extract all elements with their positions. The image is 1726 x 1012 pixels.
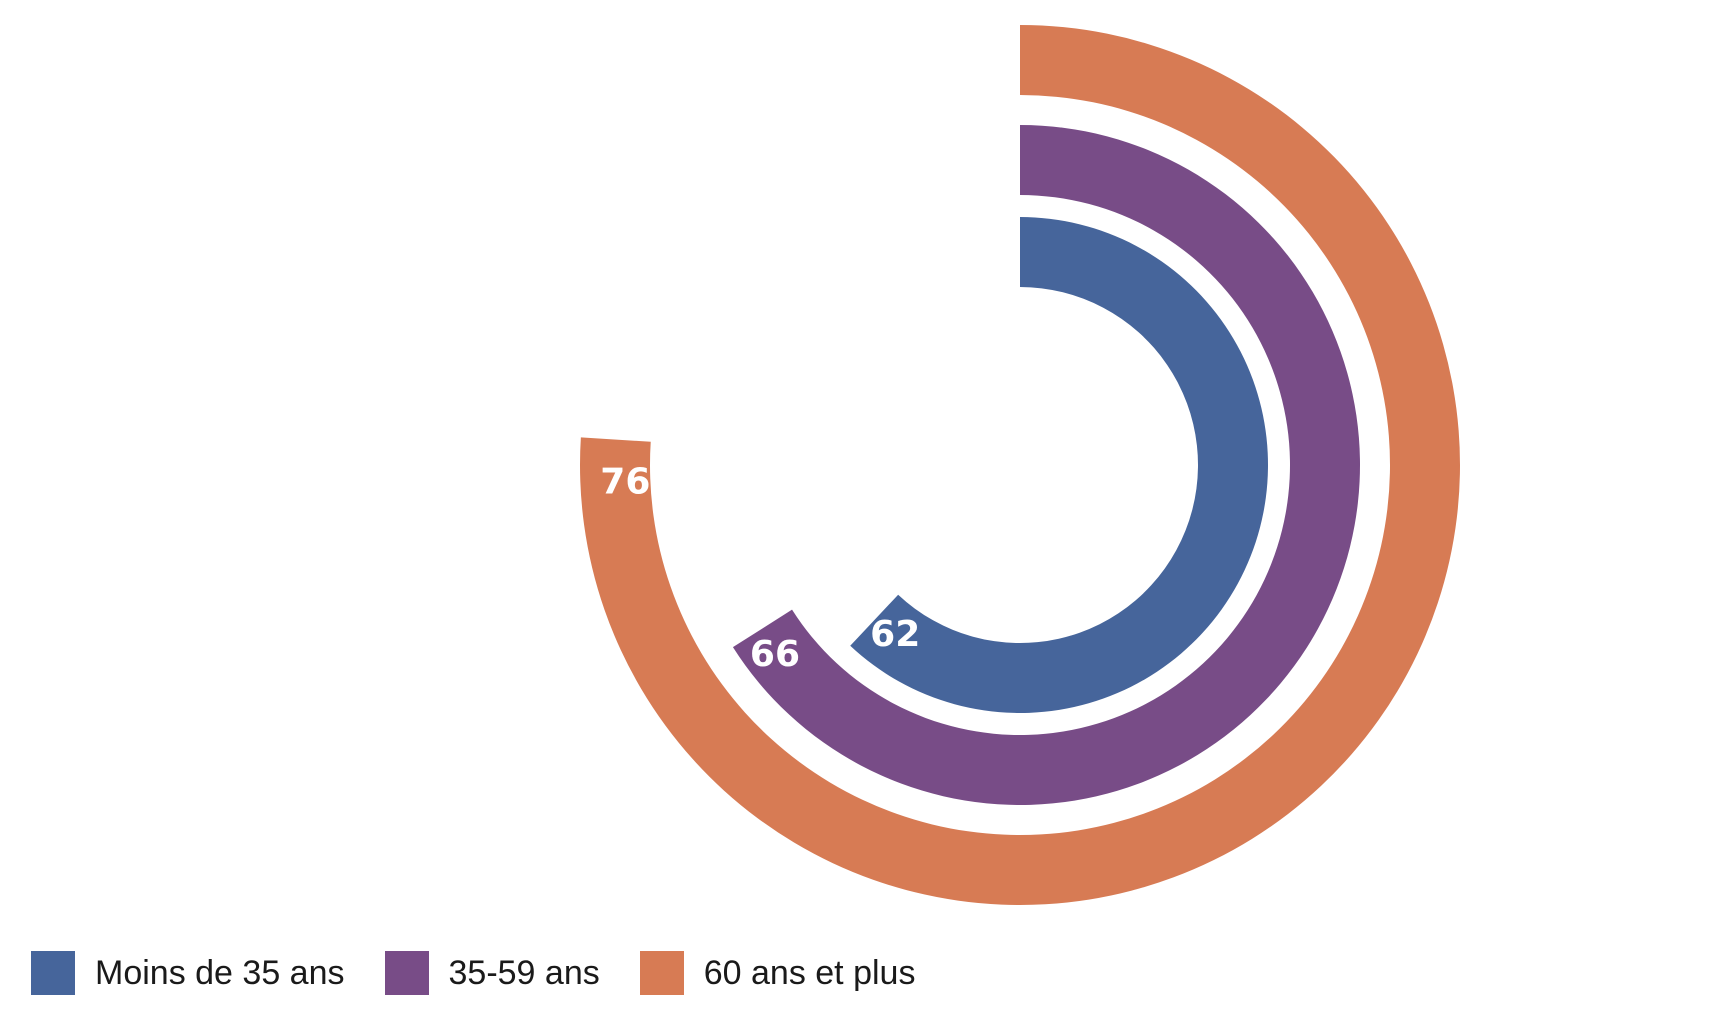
data-label: 66: [750, 634, 800, 675]
legend-swatch: [384, 951, 429, 995]
legend-item-moins-de-35-ans: Moins de 35 ans: [31, 951, 345, 995]
data-label: 76: [600, 461, 650, 502]
arc-moins-de-35-ans: [850, 217, 1268, 713]
chart-data-labels: 62 66 76: [600, 461, 920, 674]
chart-legend: Moins de 35 ans 35-59 ans 60 ans et plus: [31, 950, 955, 996]
chart-arcs: [579, 25, 1460, 906]
legend-label: 60 ans et plus: [703, 953, 916, 992]
legend-label: 35-59 ans: [448, 953, 600, 992]
legend-swatch: [639, 951, 684, 995]
legend-label: Moins de 35 ans: [95, 953, 345, 992]
legend-item-35-59-ans: 35-59 ans: [384, 951, 600, 995]
legend-swatch: [31, 951, 75, 995]
data-label: 62: [870, 614, 920, 655]
legend-item-60-ans-et-plus: 60 ans et plus: [639, 951, 916, 995]
